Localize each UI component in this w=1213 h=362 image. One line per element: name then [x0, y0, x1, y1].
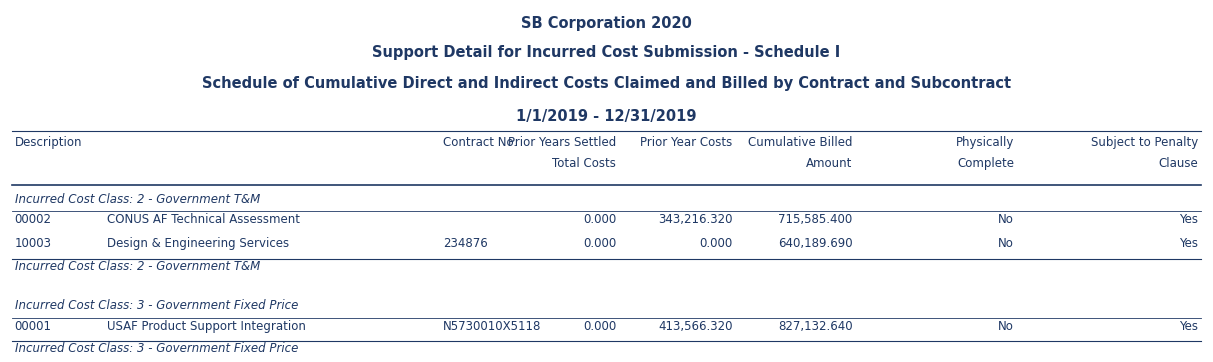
Text: 0.000: 0.000	[700, 237, 733, 251]
Text: Incurred Cost Class: 2 - Government T&M: Incurred Cost Class: 2 - Government T&M	[15, 193, 260, 206]
Text: Subject to Penalty: Subject to Penalty	[1092, 136, 1198, 149]
Text: 00002: 00002	[15, 213, 52, 226]
Text: Prior Year Costs: Prior Year Costs	[640, 136, 733, 150]
Text: 640,189.690: 640,189.690	[778, 237, 853, 251]
Text: Yes: Yes	[1179, 237, 1198, 251]
Text: Cumulative Billed: Cumulative Billed	[748, 136, 853, 149]
Text: Contract No.: Contract No.	[443, 136, 517, 150]
Text: Description: Description	[15, 136, 82, 150]
Text: Schedule of Cumulative Direct and Indirect Costs Claimed and Billed by Contract : Schedule of Cumulative Direct and Indire…	[201, 76, 1012, 91]
Text: 827,132.640: 827,132.640	[778, 320, 853, 333]
Text: 343,216.320: 343,216.320	[659, 213, 733, 226]
Text: USAF Product Support Integration: USAF Product Support Integration	[107, 320, 306, 333]
Text: CONUS AF Technical Assessment: CONUS AF Technical Assessment	[107, 213, 300, 226]
Text: Support Detail for Incurred Cost Submission - Schedule I: Support Detail for Incurred Cost Submiss…	[372, 45, 841, 60]
Text: 715,585.400: 715,585.400	[779, 213, 853, 226]
Text: Prior Years Settled: Prior Years Settled	[508, 136, 616, 149]
Text: Design & Engineering Services: Design & Engineering Services	[107, 237, 289, 251]
Text: 0.000: 0.000	[583, 237, 616, 251]
Text: N5730010X5118: N5730010X5118	[443, 320, 541, 333]
Text: Amount: Amount	[807, 157, 853, 171]
Text: 413,566.320: 413,566.320	[659, 320, 733, 333]
Text: Clause: Clause	[1158, 157, 1198, 171]
Text: 00001: 00001	[15, 320, 52, 333]
Text: No: No	[998, 237, 1014, 251]
Text: Physically: Physically	[956, 136, 1014, 149]
Text: Yes: Yes	[1179, 320, 1198, 333]
Text: Complete: Complete	[957, 157, 1014, 171]
Text: Yes: Yes	[1179, 213, 1198, 226]
Text: 10003: 10003	[15, 237, 52, 251]
Text: SB Corporation 2020: SB Corporation 2020	[522, 16, 691, 31]
Text: Incurred Cost Class: 3 - Government Fixed Price: Incurred Cost Class: 3 - Government Fixe…	[15, 342, 298, 355]
Text: Incurred Cost Class: 3 - Government Fixed Price: Incurred Cost Class: 3 - Government Fixe…	[15, 299, 298, 312]
Text: No: No	[998, 320, 1014, 333]
Text: No: No	[998, 213, 1014, 226]
Text: 1/1/2019 - 12/31/2019: 1/1/2019 - 12/31/2019	[517, 109, 696, 123]
Text: Incurred Cost Class: 2 - Government T&M: Incurred Cost Class: 2 - Government T&M	[15, 260, 260, 273]
Text: 234876: 234876	[443, 237, 488, 251]
Text: 0.000: 0.000	[583, 213, 616, 226]
Text: Total Costs: Total Costs	[552, 157, 616, 171]
Text: 0.000: 0.000	[583, 320, 616, 333]
